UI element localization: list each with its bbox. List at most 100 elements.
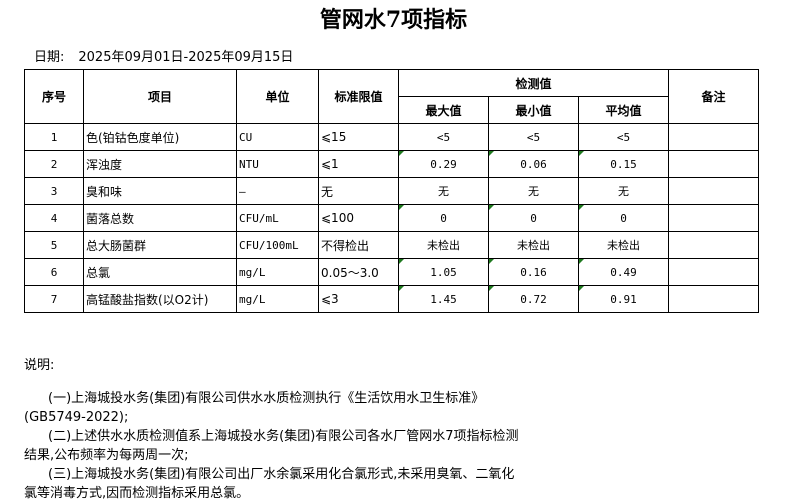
- cell-no: 6: [24, 258, 84, 286]
- cell-min: 无: [488, 177, 579, 205]
- cell-remark: [668, 231, 759, 259]
- header-limit: 标准限值: [318, 69, 399, 124]
- cell-text: 1.05: [430, 265, 457, 279]
- cell-text: 4: [50, 211, 58, 225]
- cell-max: 1.05: [398, 258, 489, 286]
- cell-max: <5: [398, 123, 489, 151]
- notes-heading: 说明:: [24, 358, 55, 373]
- cell-max: 0: [398, 204, 489, 232]
- cell-flag-icon: [579, 286, 584, 291]
- cell-text: 0.29: [430, 157, 457, 171]
- cell-avg: 未检出: [578, 231, 669, 259]
- cell-text: 6: [50, 265, 58, 279]
- table-row: 7 高锰酸盐指数(以O2计) mg/L ⩽3 1.45 0.72 0.91: [24, 285, 759, 313]
- cell-text: 2: [50, 157, 58, 171]
- cell-text: ⩽1: [321, 157, 339, 171]
- cell-text: 无: [438, 185, 449, 198]
- cell-text: ⩽100: [321, 211, 354, 225]
- cell-text: 浑浊度: [86, 157, 123, 172]
- cell-text: mg/L: [239, 265, 266, 279]
- cell-limit: 不得检出: [318, 231, 399, 259]
- header-unit: 单位: [236, 69, 319, 124]
- table-row: 1 色(铂钴色度单位) CU ⩽15 <5 <5 <5: [24, 123, 759, 151]
- cell-text: 未检出: [427, 239, 460, 252]
- cell-text: 7: [50, 292, 58, 306]
- cell-flag-icon: [579, 205, 584, 210]
- cell-text: 0.15: [610, 157, 637, 171]
- cell-unit: CFU/100mL: [236, 231, 319, 259]
- cell-text: 1.45: [430, 292, 457, 306]
- cell-text: 3: [50, 184, 58, 198]
- notes: 说明: (一)上海城投水务(集团)有限公司供水水质检测执行《生活饮用水卫生标准》…: [24, 356, 524, 503]
- cell-max: 0.29: [398, 150, 489, 178]
- cell-unit: mg/L: [236, 258, 319, 286]
- cell-limit: ⩽3: [318, 285, 399, 313]
- date-range: 日期: 2025年09月01日-2025年09月15日: [34, 46, 307, 65]
- header-measured: 检测值: [398, 69, 669, 97]
- cell-max: 未检出: [398, 231, 489, 259]
- page-title: 管网水7项指标: [319, 7, 468, 33]
- cell-text: 臭和味: [86, 184, 123, 199]
- cell-text: 不得检出: [321, 238, 370, 253]
- cell-min: 0: [488, 204, 579, 232]
- cell-item: 菌落总数: [83, 204, 237, 232]
- cell-limit: ⩽100: [318, 204, 399, 232]
- cell-text: NTU: [239, 157, 259, 171]
- cell-flag-icon: [489, 205, 494, 210]
- cell-flag-icon: [399, 151, 404, 156]
- cell-text: 0: [440, 211, 447, 225]
- cell-text: 未检出: [607, 239, 640, 252]
- cell-text: ⩽3: [321, 292, 339, 306]
- cell-text: <5: [526, 130, 541, 144]
- cell-avg: 0.91: [578, 285, 669, 313]
- cell-text: 0: [620, 211, 627, 225]
- cell-unit: CU: [236, 123, 319, 151]
- cell-remark: [668, 285, 759, 313]
- cell-min: 未检出: [488, 231, 579, 259]
- cell-no: 4: [24, 204, 84, 232]
- cell-no: 3: [24, 177, 84, 205]
- indicator-table: 序号 项目 单位 标准限值 检测值 备注 最大值 最小值 平均值 1 色(铂钴色度…: [24, 69, 759, 313]
- cell-text: 0.05～3.0: [321, 265, 379, 280]
- cell-text: 色(铂钴色度单位): [86, 130, 180, 145]
- cell-limit: 0.05～3.0: [318, 258, 399, 286]
- cell-avg: 0: [578, 204, 669, 232]
- cell-remark: [668, 258, 759, 286]
- cell-flag-icon: [579, 259, 584, 264]
- cell-unit: —: [236, 177, 319, 205]
- cell-unit: CFU/mL: [236, 204, 319, 232]
- cell-flag-icon: [489, 286, 494, 291]
- table-row: 3 臭和味 — 无 无 无 无: [24, 177, 759, 205]
- cell-avg: 0.49: [578, 258, 669, 286]
- note-item: (二)上述供水水质检测值系上海城投水务(集团)有限公司各水厂管网水7项指标检测结…: [24, 429, 519, 463]
- cell-text: 无: [618, 185, 629, 198]
- cell-remark: [668, 123, 759, 151]
- cell-text: CFU/mL: [239, 211, 279, 225]
- cell-text: CU: [239, 130, 253, 144]
- cell-text: 0: [530, 211, 537, 225]
- cell-text: 0.06: [520, 157, 547, 171]
- cell-text: 菌落总数: [86, 211, 135, 226]
- table-row: 4 菌落总数 CFU/mL ⩽100 0 0 0: [24, 204, 759, 232]
- cell-text: 1: [50, 130, 58, 144]
- cell-max: 无: [398, 177, 489, 205]
- cell-item: 总大肠菌群: [83, 231, 237, 259]
- date-label: 日期:: [34, 50, 65, 65]
- header-max: 最大值: [398, 96, 489, 124]
- cell-unit: NTU: [236, 150, 319, 178]
- table-row: 2 浑浊度 NTU ⩽1 0.29 0.06 0.15: [24, 150, 759, 178]
- cell-min: 0.16: [488, 258, 579, 286]
- cell-remark: [668, 150, 759, 178]
- cell-text: <5: [616, 130, 631, 144]
- cell-text: —: [239, 184, 246, 198]
- cell-flag-icon: [489, 151, 494, 156]
- table-row: 5 总大肠菌群 CFU/100mL 不得检出 未检出 未检出 未检出: [24, 231, 759, 259]
- cell-limit: ⩽15: [318, 123, 399, 151]
- cell-unit: mg/L: [236, 285, 319, 313]
- table-row: 6 总氯 mg/L 0.05～3.0 1.05 0.16 0.49: [24, 258, 759, 286]
- cell-remark: [668, 177, 759, 205]
- cell-limit: 无: [318, 177, 399, 205]
- cell-text: 0.49: [610, 265, 637, 279]
- cell-item: 浑浊度: [83, 150, 237, 178]
- cell-text: mg/L: [239, 292, 266, 306]
